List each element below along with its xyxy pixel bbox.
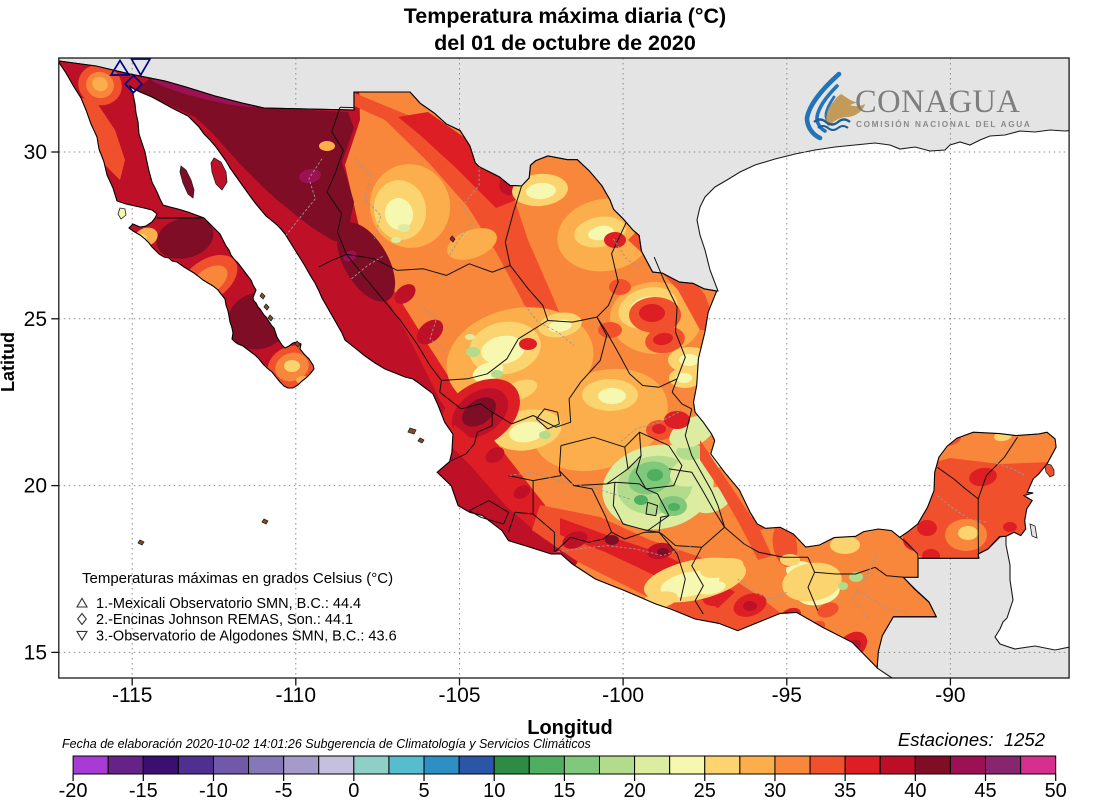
svg-text:25: 25: [24, 308, 47, 331]
svg-text:3.-Observatorio de Algodones S: 3.-Observatorio de Algodones SMN, B.C.: …: [96, 629, 397, 645]
svg-text:1.-Mexicali Observatorio SMN,: 1.-Mexicali Observatorio SMN, B.C.: 44.4: [96, 596, 361, 612]
svg-text:Longitud: Longitud: [527, 717, 613, 739]
svg-text:15: 15: [553, 780, 575, 800]
svg-text:25: 25: [694, 780, 716, 800]
svg-text:2.-Encinas Johnson REMAS, Son.: 2.-Encinas Johnson REMAS, Son.: 44.1: [96, 612, 353, 628]
svg-text:-10: -10: [199, 780, 228, 800]
svg-text:-5: -5: [275, 780, 293, 800]
svg-text:40: 40: [904, 780, 926, 800]
svg-text:COMISIÓN NACIONAL DEL AGUA: COMISIÓN NACIONAL DEL AGUA: [856, 118, 1032, 129]
svg-text:5: 5: [418, 780, 429, 800]
svg-text:CONAGUA: CONAGUA: [855, 84, 1020, 120]
svg-text:50: 50: [1045, 780, 1067, 800]
svg-text:Fecha de elaboración 2020-10-0: Fecha de elaboración 2020-10-02 14:01:26…: [62, 737, 591, 751]
svg-text:45: 45: [974, 780, 996, 800]
svg-text:-90: -90: [935, 684, 965, 707]
svg-text:15: 15: [24, 641, 47, 664]
svg-text:Temperatura máxima diaria (°C): Temperatura máxima diaria (°C): [404, 4, 726, 28]
svg-text:35: 35: [834, 780, 856, 800]
svg-text:10: 10: [483, 780, 505, 800]
svg-text:-105: -105: [438, 684, 480, 707]
svg-text:-115: -115: [112, 684, 152, 707]
svg-text:-95: -95: [772, 684, 802, 707]
svg-text:0: 0: [348, 780, 359, 800]
svg-text:30: 30: [764, 780, 786, 800]
svg-text:30: 30: [24, 141, 47, 164]
svg-text:-15: -15: [129, 780, 158, 800]
svg-text:20: 20: [623, 780, 645, 800]
svg-text:-110: -110: [276, 684, 316, 707]
svg-text:Latitud: Latitud: [0, 332, 18, 392]
svg-text:del 01 de octubre de 2020: del 01 de octubre de 2020: [434, 31, 696, 55]
svg-text:Estaciones: 1252: Estaciones: 1252: [898, 729, 1046, 750]
svg-text:-20: -20: [59, 780, 88, 800]
svg-text:20: 20: [24, 475, 47, 498]
svg-text:-100: -100: [602, 684, 644, 707]
svg-text:Temperaturas máximas en grados: Temperaturas máximas en grados Celsius (…: [82, 570, 393, 587]
